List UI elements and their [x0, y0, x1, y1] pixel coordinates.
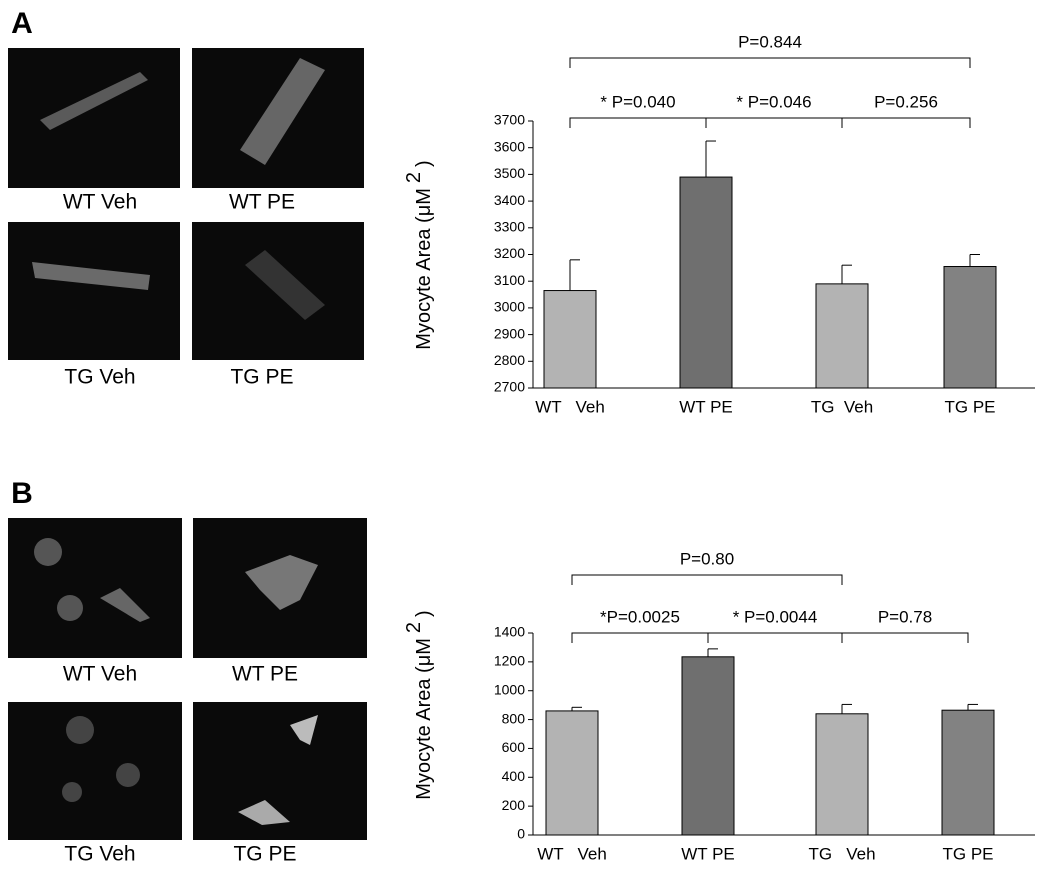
y-axis-label: Myocyte Area (μM 2): [403, 610, 435, 799]
cell: [62, 782, 82, 802]
x-tick-label: TG Veh: [808, 844, 875, 863]
cell: [57, 595, 83, 621]
micrograph: [8, 222, 180, 360]
y-tick-label: 800: [502, 710, 526, 726]
y-tick-label: 3300: [494, 219, 525, 235]
y-tick-label: 3100: [494, 272, 525, 288]
y-tick-label: 3600: [494, 138, 525, 154]
y-axis-label: Myocyte Area (μM 2): [403, 160, 435, 349]
comparison-label: P=0.78: [878, 607, 932, 626]
y-label-sup: 2: [403, 622, 425, 633]
bar: [943, 266, 997, 389]
y-tick-label: 200: [502, 797, 526, 813]
y-tick-label: 3000: [494, 299, 525, 315]
y-label-main: Myocyte Area (μM: [413, 638, 435, 800]
cell: [66, 716, 94, 744]
image-caption: WT PE: [232, 663, 298, 686]
bar: [681, 656, 735, 836]
y-label-end: ): [413, 160, 435, 167]
cell: [245, 555, 318, 610]
cell: [34, 538, 62, 566]
x-tick-label: WT Veh: [537, 844, 607, 863]
comparison-label: P=0.80: [680, 549, 734, 568]
micrographs-b: [8, 518, 367, 840]
comparison-label: P=0.844: [738, 32, 802, 51]
y-tick-label: 3700: [494, 112, 525, 128]
micrograph: [8, 518, 182, 658]
image-caption: TG Veh: [64, 843, 135, 866]
comparison-label: * P=0.040: [600, 92, 675, 111]
bar: [679, 176, 733, 389]
image-caption: WT PE: [229, 191, 295, 214]
comparison-label: *P=0.0025: [600, 607, 680, 626]
comparison-bracket: [571, 574, 843, 585]
x-tick-label: TG PE: [944, 397, 995, 416]
bar: [941, 709, 995, 836]
bar: [545, 710, 599, 836]
comparison-label: P=0.256: [874, 92, 938, 111]
image-caption: TG Veh: [64, 366, 135, 389]
y-tick-label: 1200: [494, 653, 525, 669]
cell: [116, 763, 140, 787]
image-caption: TG PE: [230, 366, 293, 389]
comparison-bracket: [841, 117, 971, 128]
panel-label: A: [11, 7, 33, 40]
y-tick-label: 2700: [494, 379, 525, 395]
bar: [543, 290, 597, 389]
comparison-bracket: [705, 117, 843, 128]
comparison-bracket: [571, 632, 709, 643]
y-tick-label: 3200: [494, 245, 525, 261]
cell: [32, 262, 150, 290]
bar: [815, 713, 869, 836]
comparison-bracket: [569, 57, 971, 68]
x-tick-label: WT PE: [679, 397, 733, 416]
x-tick-label: TG Veh: [811, 397, 873, 416]
y-label-sup: 2: [403, 172, 425, 183]
x-tick-label: TG PE: [942, 844, 993, 863]
micrograph: [8, 702, 182, 840]
y-tick-label: 2800: [494, 352, 525, 368]
y-tick-label: 2900: [494, 325, 525, 341]
bar: [815, 283, 869, 389]
y-tick-label: 3400: [494, 192, 525, 208]
cell: [240, 58, 325, 165]
cell: [245, 250, 325, 320]
comparison-label: * P=0.046: [736, 92, 811, 111]
y-tick-label: 3500: [494, 165, 525, 181]
x-tick-label: WT PE: [681, 844, 735, 863]
cell: [40, 72, 148, 130]
comparison-bracket: [841, 632, 969, 643]
comparison-bracket: [707, 632, 843, 643]
y-tick-label: 1000: [494, 681, 525, 697]
comparison-label: * P=0.0044: [733, 607, 818, 626]
panel-label: B: [11, 477, 33, 510]
y-tick-label: 1400: [494, 624, 525, 640]
y-tick-label: 0: [517, 826, 525, 842]
image-caption: TG PE: [233, 843, 296, 866]
image-caption: WT Veh: [63, 663, 137, 686]
cell: [238, 800, 290, 825]
y-tick-label: 600: [502, 739, 526, 755]
comparison-bracket: [569, 117, 707, 128]
cell: [100, 588, 150, 622]
micrograph: [8, 48, 180, 188]
y-tick-label: 400: [502, 768, 526, 784]
x-tick-label: WT Veh: [535, 397, 605, 416]
y-label-main: Myocyte Area (μM: [413, 188, 435, 350]
y-label-end: ): [413, 610, 435, 617]
image-caption: WT Veh: [63, 191, 137, 214]
cell: [290, 715, 318, 745]
micrographs-a: [8, 48, 364, 360]
